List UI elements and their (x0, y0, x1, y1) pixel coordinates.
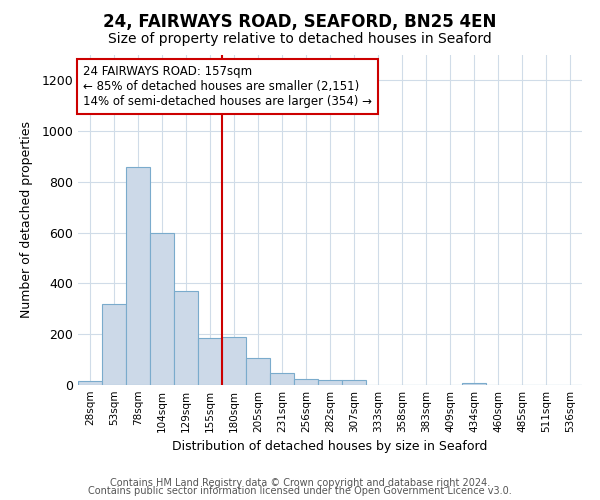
Bar (270, 373, 294, 385)
Bar (78, 381, 102, 385)
Text: Size of property relative to detached houses in Seaford: Size of property relative to detached ho… (108, 32, 492, 46)
Bar (174, 291, 198, 385)
Text: Contains HM Land Registry data © Crown copyright and database right 2024.: Contains HM Land Registry data © Crown c… (110, 478, 490, 488)
Bar (198, 338, 222, 385)
Y-axis label: Number of detached properties: Number of detached properties (20, 122, 33, 318)
Bar (246, 358, 270, 385)
Text: 24, FAIRWAYS ROAD, SEAFORD, BN25 4EN: 24, FAIRWAYS ROAD, SEAFORD, BN25 4EN (103, 12, 497, 30)
Text: Contains public sector information licensed under the Open Government Licence v3: Contains public sector information licen… (88, 486, 512, 496)
Bar (318, 380, 342, 385)
Bar (222, 337, 246, 385)
Bar (150, 232, 174, 385)
Bar (126, 166, 150, 385)
Bar (462, 383, 486, 385)
Bar (342, 380, 366, 385)
Bar (294, 378, 318, 385)
Text: 24 FAIRWAYS ROAD: 157sqm
← 85% of detached houses are smaller (2,151)
14% of sem: 24 FAIRWAYS ROAD: 157sqm ← 85% of detach… (83, 65, 372, 108)
Bar (102, 304, 126, 385)
X-axis label: Distribution of detached houses by size in Seaford: Distribution of detached houses by size … (172, 440, 488, 454)
